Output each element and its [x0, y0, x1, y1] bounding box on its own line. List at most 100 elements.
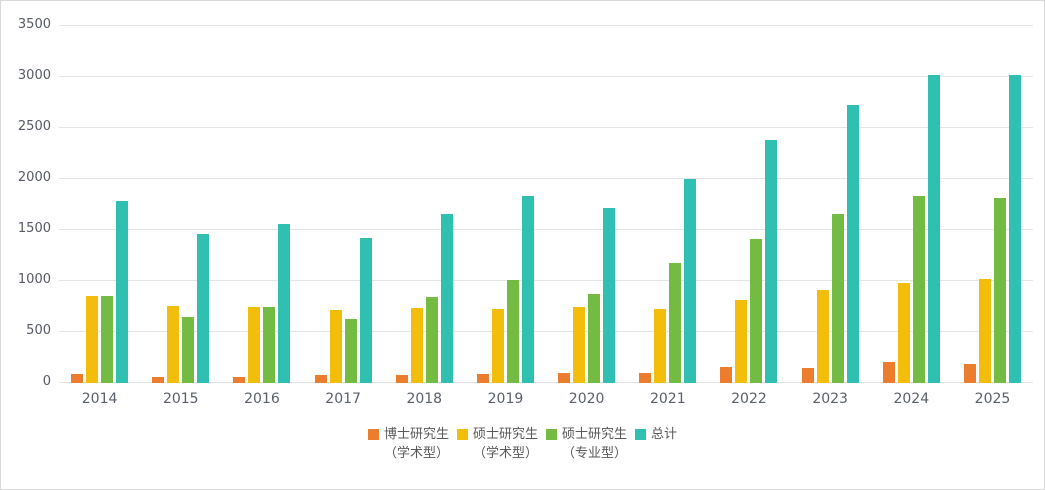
y-tick-label-2000: 2000 [17, 170, 51, 185]
bar-硕士研究生（专业型）-2016 [263, 306, 276, 383]
bar-groups-container [59, 26, 1033, 383]
gridline-1000 [59, 280, 1033, 281]
bar-总计-2022 [765, 139, 778, 383]
bar-硕士研究生（专业型）-2020 [588, 294, 601, 383]
bar-硕士研究生（学术型）-2023 [816, 289, 829, 383]
legend-swatch-icon [546, 429, 557, 440]
bar-硕士研究生（学术型）-2025 [978, 279, 991, 383]
gridline-3000 [59, 76, 1033, 77]
bar-group-2017 [303, 26, 384, 383]
x-axis: 2014 2015 2016 2017 2018 2019 2020 2021 2022 2023… [59, 391, 1033, 407]
bar-总计-2023 [846, 105, 859, 383]
bar-总计-2016 [278, 223, 291, 383]
bar-博士研究生（学术型）-2014 [71, 374, 84, 383]
bar-总计-2017 [359, 238, 372, 383]
x-tick-label-2014: 2014 [81, 391, 118, 407]
bar-总计-2021 [684, 178, 697, 383]
bar-博士研究生（学术型）-2022 [720, 366, 733, 383]
bar-group-2023 [790, 26, 871, 383]
bar-硕士研究生（专业型）-2017 [344, 319, 357, 383]
bar-硕士研究生（学术型）-2022 [735, 299, 748, 383]
bar-硕士研究生（学术型）-2021 [654, 308, 667, 383]
gridline-0 [59, 382, 1033, 383]
bar-group-2015 [140, 26, 221, 383]
bar-总计-2024 [927, 75, 940, 383]
bar-硕士研究生（专业型）-2019 [506, 280, 519, 383]
gridline-500 [59, 331, 1033, 332]
bar-博士研究生（学术型）-2015 [152, 377, 165, 383]
bar-博士研究生（学术型）-2018 [395, 374, 408, 383]
bar-group-2016 [221, 26, 302, 383]
bar-group-2020 [546, 26, 627, 383]
bar-group-2022 [708, 26, 789, 383]
legend-item-博士研究生（学术型）[interactable]: 博士研究生 （学术型） [367, 425, 449, 463]
bar-博士研究生（学术型）-2021 [639, 373, 652, 383]
bar-group-2025 [952, 26, 1033, 383]
x-tick-label-2024: 2024 [893, 391, 930, 407]
gridline-3500 [59, 25, 1033, 26]
bar-硕士研究生（学术型）-2024 [897, 283, 910, 383]
x-tick-label-2019: 2019 [487, 391, 524, 407]
bar-硕士研究生（专业型）-2014 [101, 296, 114, 383]
bar-博士研究生（学术型）-2016 [233, 376, 246, 383]
plot-area [59, 25, 1033, 383]
x-tick-label-2025: 2025 [974, 391, 1011, 407]
bar-硕士研究生（学术型）-2016 [248, 306, 261, 383]
y-axis: 0 500 1000 1500 2000 2500 3000 3500 [1, 17, 51, 389]
y-tick-label-1500: 1500 [17, 221, 51, 236]
legend-swatch-icon [456, 429, 468, 440]
chart-legend: 博士研究生 （学术型） 硕士研究生 （学术型） 硕士研究生 （专业型） 总计 [1, 425, 1044, 463]
bar-group-2019 [465, 26, 546, 383]
bar-总计-2018 [440, 213, 453, 383]
bar-group-2021 [627, 26, 708, 383]
bar-总计-2019 [521, 196, 534, 383]
bar-硕士研究生（专业型）-2023 [831, 213, 844, 383]
bar-硕士研究生（学术型）-2020 [573, 306, 586, 383]
x-tick-label-2018: 2018 [406, 391, 443, 407]
x-tick-label-2016: 2016 [244, 391, 280, 407]
y-tick-label-1000: 1000 [17, 272, 51, 287]
legend-swatch-icon [367, 429, 379, 440]
bar-硕士研究生（学术型）-2019 [491, 308, 504, 383]
bar-博士研究生（学术型）-2024 [882, 361, 895, 383]
bar-博士研究生（学术型）-2020 [558, 373, 571, 383]
bar-硕士研究生（专业型）-2018 [425, 296, 438, 383]
x-tick-label-2023: 2023 [812, 391, 848, 407]
bar-group-2024 [871, 26, 952, 383]
y-tick-label-0: 0 [42, 374, 51, 389]
legend-item-硕士研究生（专业型）[interactable]: 硕士研究生 （专业型） [546, 425, 627, 463]
gridline-2500 [59, 127, 1033, 128]
bar-博士研究生（学术型）-2023 [801, 367, 814, 383]
y-tick-label-3500: 3500 [17, 17, 51, 32]
bar-硕士研究生（学术型）-2017 [329, 309, 342, 383]
bar-硕士研究生（学术型）-2015 [167, 305, 180, 383]
legend-item-硕士研究生（学术型）[interactable]: 硕士研究生 （学术型） [456, 425, 538, 463]
gridline-1500 [59, 229, 1033, 230]
bar-博士研究生（学术型）-2025 [963, 363, 976, 383]
bar-总计-2025 [1008, 75, 1021, 383]
bar-博士研究生（学术型）-2017 [314, 375, 327, 383]
bar-硕士研究生（专业型）-2022 [750, 239, 763, 383]
x-tick-label-2017: 2017 [325, 391, 361, 407]
y-tick-label-2500: 2500 [17, 119, 51, 134]
bar-硕士研究生（学术型）-2014 [86, 296, 99, 383]
bar-group-2018 [384, 26, 465, 383]
bar-总计-2014 [116, 200, 129, 383]
legend-label: 硕士研究生 （专业型） [562, 427, 628, 461]
y-tick-label-500: 500 [26, 323, 51, 338]
legend-item-总计[interactable]: 总计 [635, 425, 677, 444]
bar-博士研究生（学术型）-2019 [476, 373, 489, 383]
legend-label: 硕士研究生 （学术型） [472, 427, 538, 461]
bar-总计-2020 [603, 208, 616, 383]
x-tick-label-2022: 2022 [731, 391, 767, 407]
bar-group-2014 [59, 26, 140, 383]
legend-label: 博士研究生 （学术型） [383, 427, 449, 461]
x-tick-label-2021: 2021 [649, 391, 686, 407]
bar-硕士研究生（专业型）-2021 [669, 262, 682, 383]
bar-总计-2015 [197, 233, 210, 383]
bar-硕士研究生（专业型）-2015 [182, 316, 195, 383]
bar-硕士研究生（学术型）-2018 [410, 308, 423, 383]
x-tick-label-2015: 2015 [162, 391, 199, 407]
bar-硕士研究生（专业型）-2025 [993, 198, 1006, 383]
